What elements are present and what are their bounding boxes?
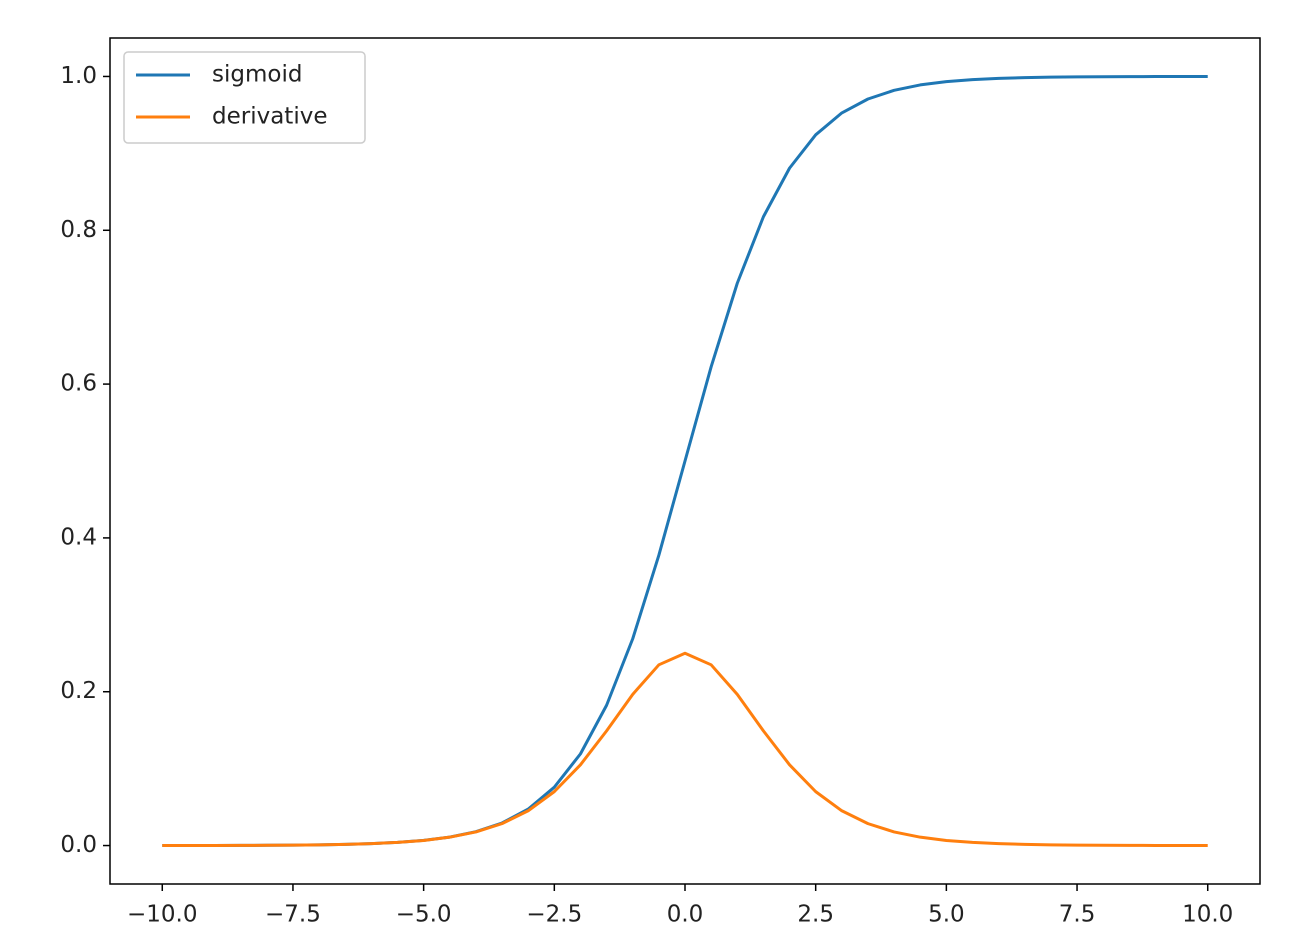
x-tick-label: 2.5 [797,902,834,928]
y-tick-label: 0.4 [60,524,97,550]
line [162,651,1208,848]
legend-label: sigmoid [212,62,302,88]
legend-label: derivative [212,104,327,130]
x-tick-label: 0.0 [667,902,704,928]
x-tick-label: 7.5 [1059,902,1096,928]
x-tick-label: −2.5 [526,902,582,928]
y-tick-label: 0.8 [60,217,97,243]
x-tick-label: −5.0 [396,902,452,928]
y-tick-label: 0.6 [60,371,97,397]
x-tick-label: 5.0 [928,902,965,928]
y-tick-label: 0.0 [60,832,97,858]
line [162,74,1208,848]
x-tick-label: −10.0 [127,902,197,928]
y-tick-label: 1.0 [60,63,97,89]
axes-frame [109,37,1261,885]
x-tick-label: −7.5 [265,902,321,928]
y-tick-label: 0.2 [60,678,97,704]
x-tick-label: 10.0 [1182,902,1233,928]
